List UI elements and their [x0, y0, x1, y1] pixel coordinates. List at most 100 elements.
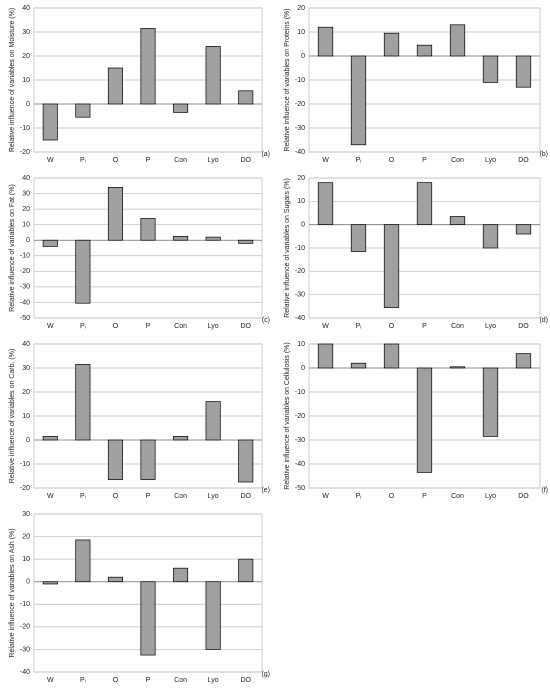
x-tick-label: Con: [451, 323, 464, 330]
bar: [107, 67, 123, 105]
panel-label: (d): [539, 317, 548, 324]
y-tick-label: -40: [20, 299, 30, 306]
bar: [205, 581, 221, 650]
y-tick-label: 0: [301, 53, 305, 60]
bar: [140, 28, 156, 105]
x-tick-label: O: [113, 677, 119, 684]
bar: [42, 581, 58, 585]
bar: [350, 224, 367, 252]
y-tick-label: -20: [295, 101, 305, 108]
panel-label: (b): [539, 151, 548, 158]
x-tick-label: P: [422, 323, 427, 330]
bar: [383, 224, 400, 308]
y-tick-label: -20: [295, 268, 305, 275]
x-tick-label: O: [113, 157, 119, 164]
y-tick-label: 40: [22, 175, 30, 182]
y-tick-label: -20: [20, 624, 30, 631]
x-tick-label: O: [389, 157, 395, 164]
bar: [173, 103, 189, 113]
y-tick-label: 0: [301, 222, 305, 229]
y-tick-label: -50: [20, 315, 30, 322]
y-axis-label: Relative influence of variables on Prote…: [284, 8, 291, 151]
x-tick-label: Pᵢ: [356, 493, 362, 500]
y-tick-label: 10: [297, 198, 305, 205]
bar: [482, 367, 499, 437]
y-tick-label: -30: [20, 646, 30, 653]
y-tick-label: 30: [22, 365, 30, 372]
y-tick-label: 10: [22, 556, 30, 563]
x-tick-label: Pᵢ: [80, 157, 86, 164]
bar: [205, 46, 221, 105]
y-tick-label: -10: [295, 245, 305, 252]
y-tick-label: 0: [26, 101, 30, 108]
panel-label: (c): [262, 317, 270, 324]
x-tick-label: Lyo: [485, 157, 496, 164]
panel-label: (f): [541, 487, 548, 494]
y-tick-label: 20: [22, 389, 30, 396]
y-tick-label: 0: [26, 437, 30, 444]
y-tick-label: -20: [20, 485, 30, 492]
y-axis-label: Relative influence of variables on Ash (…: [9, 528, 16, 657]
bar: [317, 26, 334, 57]
bar: [140, 581, 156, 656]
x-tick-label: DO: [240, 157, 251, 164]
y-tick-label: -10: [295, 77, 305, 84]
x-tick-label: P: [146, 157, 151, 164]
bar: [173, 567, 189, 583]
y-tick-label: -20: [295, 413, 305, 420]
bar: [449, 366, 466, 369]
x-tick-label: Lyo: [485, 493, 496, 500]
x-tick-label: P: [146, 323, 151, 330]
bar: [107, 576, 123, 583]
x-tick-label: Lyo: [208, 157, 219, 164]
y-tick-label: 30: [22, 29, 30, 36]
panel-label: (e): [261, 487, 270, 494]
y-tick-label: 10: [22, 77, 30, 84]
bar: [515, 224, 532, 235]
bar: [42, 436, 58, 441]
y-tick-label: 20: [22, 533, 30, 540]
x-tick-label: W: [322, 493, 329, 500]
y-tick-label: 20: [297, 5, 305, 12]
bar: [173, 235, 189, 241]
y-tick-label: -40: [295, 461, 305, 468]
bar: [482, 224, 499, 249]
y-tick-label: -20: [20, 149, 30, 156]
bar: [515, 353, 532, 369]
x-tick-label: DO: [518, 493, 529, 500]
y-tick-label: 20: [22, 206, 30, 213]
y-tick-label: -30: [295, 437, 305, 444]
x-tick-label: Con: [451, 493, 464, 500]
bar: [107, 439, 123, 480]
bar: [416, 367, 433, 473]
bar: [383, 343, 400, 369]
x-tick-label: Con: [451, 157, 464, 164]
bar: [140, 218, 156, 241]
bar: [238, 558, 254, 583]
bar: [75, 364, 91, 441]
bar: [449, 24, 466, 57]
y-tick-label: 10: [297, 341, 305, 348]
x-tick-label: DO: [240, 677, 251, 684]
bar: [42, 103, 58, 141]
x-tick-label: Pᵢ: [356, 323, 362, 330]
bar: [140, 439, 156, 480]
bar: [317, 182, 334, 226]
x-tick-label: O: [113, 493, 119, 500]
bar: [173, 436, 189, 441]
y-tick-label: 10: [297, 29, 305, 36]
bar: [416, 44, 433, 57]
bar: [317, 343, 334, 369]
x-tick-label: Pᵢ: [80, 323, 86, 330]
bar: [238, 439, 254, 483]
x-tick-label: P: [146, 677, 151, 684]
x-tick-label: Lyo: [208, 323, 219, 330]
y-tick-label: 10: [22, 413, 30, 420]
x-tick-label: Con: [174, 157, 187, 164]
x-tick-label: W: [47, 493, 54, 500]
bar: [75, 103, 91, 118]
y-tick-label: -10: [295, 389, 305, 396]
y-tick-label: -40: [295, 315, 305, 322]
y-tick-label: -10: [20, 461, 30, 468]
y-tick-label: 0: [301, 365, 305, 372]
